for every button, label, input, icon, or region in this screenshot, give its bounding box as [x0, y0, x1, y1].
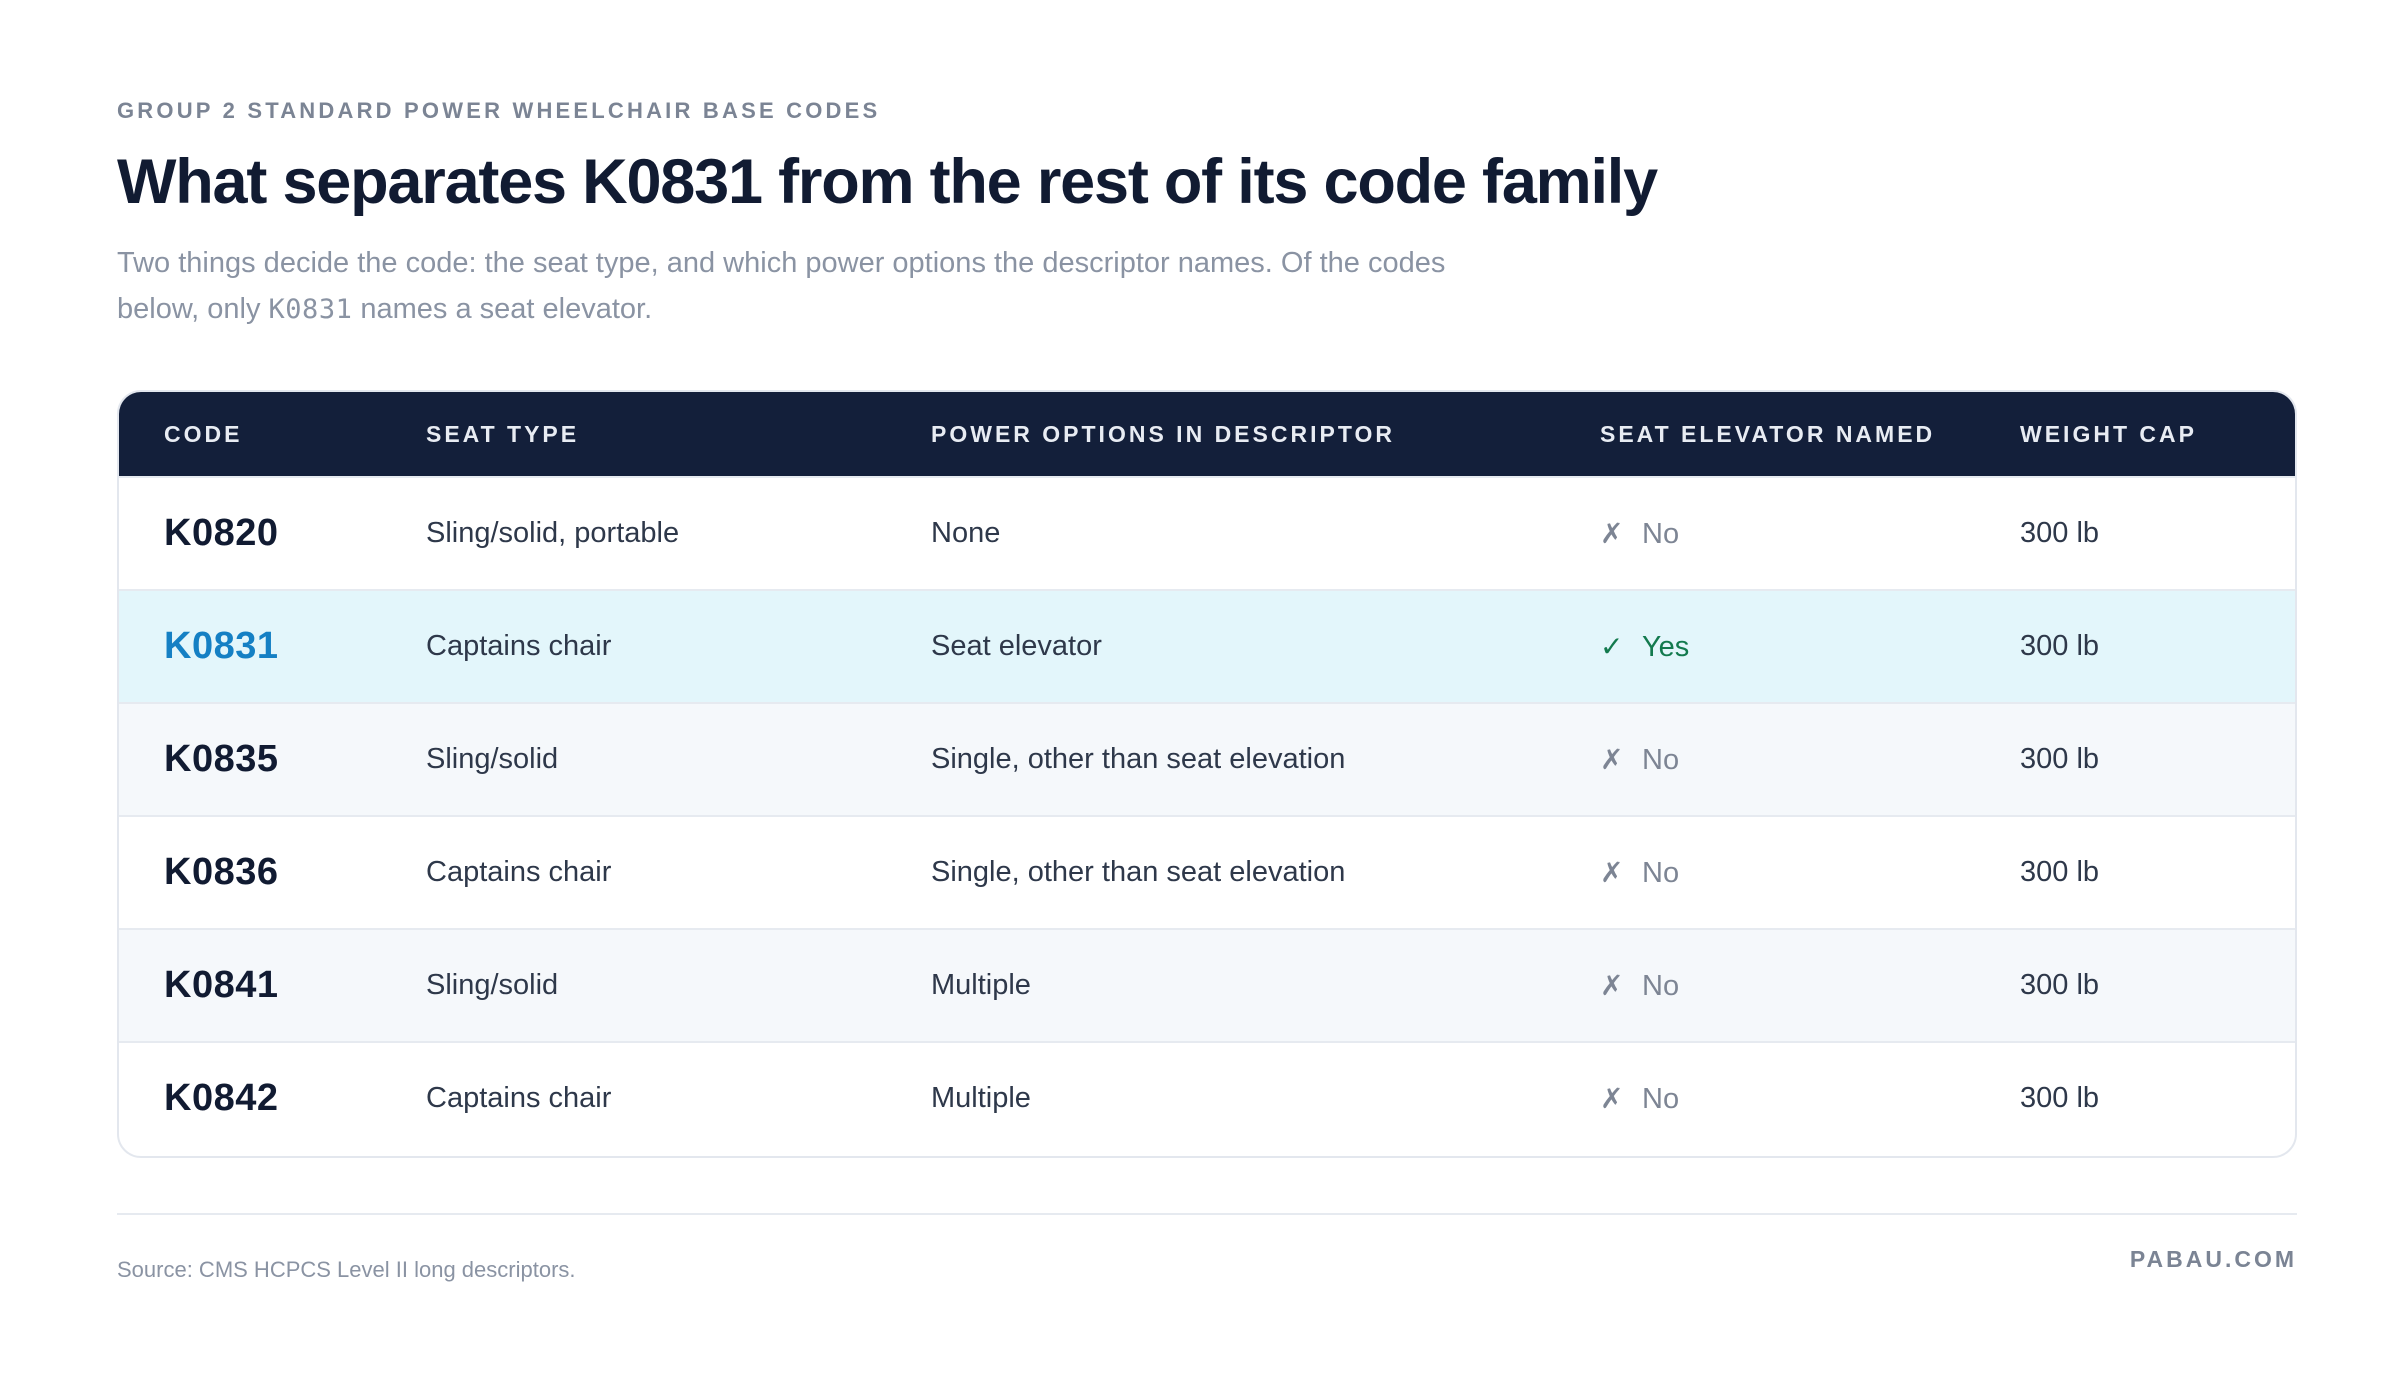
code-cell: K0831: [164, 625, 279, 667]
seat-elevator-cell: ✓ Yes: [1600, 591, 1689, 702]
column-header-code: CODE: [164, 421, 243, 447]
subtitle-text-start: Two things decide the code: the seat typ…: [117, 247, 1446, 325]
seat-type-cell: Sling/solid: [426, 969, 559, 1001]
code-cell: K0842: [164, 1077, 279, 1119]
seat-type-cell: Captains chair: [426, 1082, 612, 1114]
footer-divider: [117, 1213, 2297, 1215]
weight-cap-cell: 300 lb: [2020, 1082, 2100, 1114]
column-header-power-options: POWER OPTIONS IN DESCRIPTOR: [931, 421, 1395, 447]
seat-elevator-cell: ✗ No: [1600, 930, 1679, 1041]
power-options-cell: Seat elevator: [931, 630, 1102, 662]
code-cell: K0841: [164, 964, 279, 1006]
column-header-weight-cap: WEIGHT CAP: [2020, 421, 2197, 447]
seat-type-cell: Captains chair: [426, 856, 612, 888]
subtitle-code: K0831: [268, 294, 353, 325]
seat-elevator-cell: ✗ No: [1600, 1043, 1679, 1154]
eyebrow-label: GROUP 2 STANDARD POWER WHEELCHAIR BASE C…: [117, 98, 881, 123]
table-row-highlighted: K0831 Captains chair Seat elevator ✓ Yes …: [119, 589, 2295, 702]
seat-elevator-value: No: [1642, 744, 1680, 776]
page-title: What separates K0831 from the rest of it…: [117, 147, 1658, 217]
table-header: CODE SEAT TYPE POWER OPTIONS IN DESCRIPT…: [119, 392, 2295, 476]
weight-cap-cell: 300 lb: [2020, 517, 2100, 549]
cross-icon: ✗: [1600, 1083, 1624, 1114]
brand-label: PABAU.COM: [2129, 1246, 2297, 1272]
cross-icon: ✗: [1600, 970, 1624, 1001]
table-row: K0835 Sling/solid Single, other than sea…: [119, 702, 2295, 815]
weight-cap-cell: 300 lb: [2020, 630, 2100, 662]
power-options-cell: Single, other than seat elevation: [931, 856, 1346, 888]
column-header-seat-type: SEAT TYPE: [426, 421, 580, 447]
power-options-cell: Multiple: [931, 969, 1031, 1001]
subtitle-text-end: names a seat elevator.: [352, 293, 653, 325]
codes-table: CODE SEAT TYPE POWER OPTIONS IN DESCRIPT…: [117, 390, 2297, 1158]
seat-type-cell: Sling/solid: [426, 743, 559, 775]
cross-icon: ✗: [1600, 518, 1624, 549]
weight-cap-cell: 300 lb: [2020, 856, 2100, 888]
column-header-seat-elevator: SEAT ELEVATOR NAMED: [1600, 421, 1936, 447]
power-options-cell: Single, other than seat elevation: [931, 743, 1346, 775]
code-cell: K0835: [164, 738, 279, 780]
table-row: K0841 Sling/solid Multiple ✗ No 300 lb: [119, 928, 2295, 1041]
seat-elevator-value: No: [1642, 518, 1680, 550]
source-note: Source: CMS HCPCS Level II long descript…: [117, 1257, 576, 1282]
weight-cap-cell: 300 lb: [2020, 743, 2100, 775]
weight-cap-cell: 300 lb: [2020, 969, 2100, 1001]
table-row: K0820 Sling/solid, portable None ✗ No 300…: [119, 476, 2295, 589]
cross-icon: ✗: [1600, 744, 1624, 775]
seat-elevator-cell: ✗ No: [1600, 817, 1679, 928]
seat-elevator-cell: ✗ No: [1600, 704, 1679, 815]
seat-elevator-value: Yes: [1642, 631, 1690, 663]
power-options-cell: None: [931, 517, 1001, 549]
code-cell: K0836: [164, 851, 279, 893]
table-row: K0836 Captains chair Single, other than …: [119, 815, 2295, 928]
checkmark-icon: ✓: [1600, 631, 1624, 662]
power-options-cell: Multiple: [931, 1082, 1031, 1114]
seat-type-cell: Sling/solid, portable: [426, 517, 680, 549]
seat-elevator-value: No: [1642, 1083, 1680, 1115]
seat-elevator-cell: ✗ No: [1600, 478, 1679, 589]
code-cell: K0820: [164, 512, 279, 554]
seat-type-cell: Captains chair: [426, 630, 612, 662]
page-subtitle: Two things decide the code: the seat typ…: [117, 240, 1447, 333]
seat-elevator-value: No: [1642, 970, 1680, 1002]
seat-elevator-value: No: [1642, 857, 1680, 889]
cross-icon: ✗: [1600, 857, 1624, 888]
table-row: K0842 Captains chair Multiple ✗ No 300 lb: [119, 1041, 2295, 1154]
